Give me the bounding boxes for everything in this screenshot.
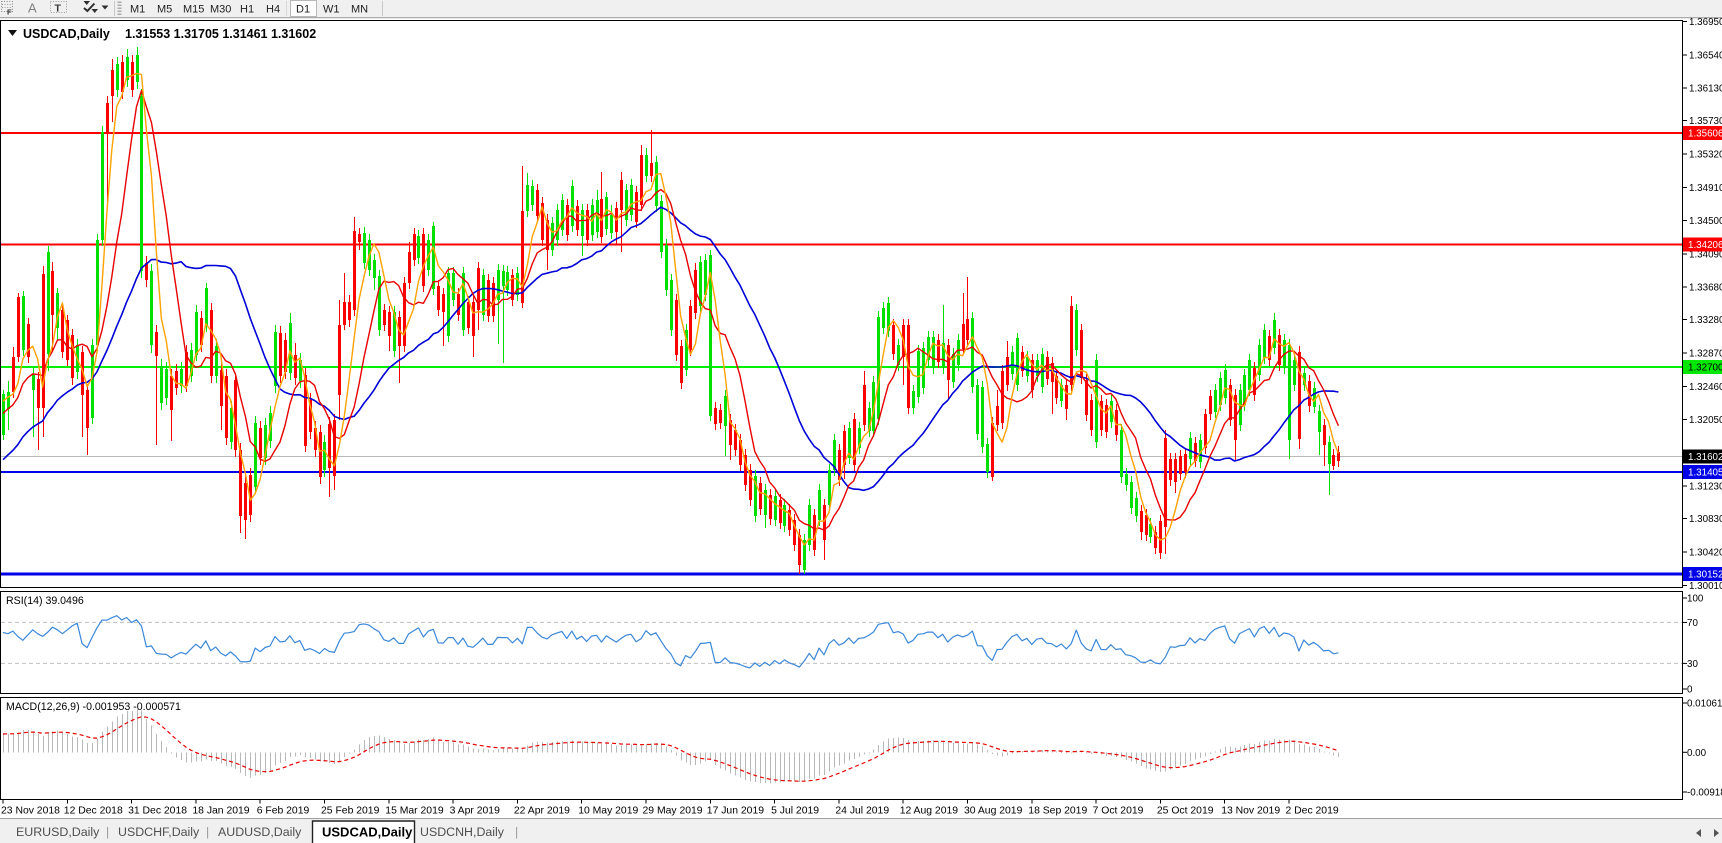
svg-text:1.32460: 1.32460 <box>1689 382 1722 393</box>
svg-text:F: F <box>7 8 12 17</box>
svg-text:18 Jan 2019: 18 Jan 2019 <box>192 806 249 817</box>
svg-text:30 Aug 2019: 30 Aug 2019 <box>964 806 1023 817</box>
svg-text:-0.00918: -0.00918 <box>1687 788 1722 799</box>
svg-text:1.30152: 1.30152 <box>1688 570 1722 581</box>
svg-text:M1: M1 <box>130 4 145 16</box>
svg-text:30: 30 <box>1687 659 1698 670</box>
svg-text:1.32700: 1.32700 <box>1688 363 1722 374</box>
svg-text:1.36540: 1.36540 <box>1689 50 1722 61</box>
svg-text:1.33680: 1.33680 <box>1689 283 1722 294</box>
svg-text:1.30830: 1.30830 <box>1689 514 1722 525</box>
svg-text:M30: M30 <box>210 4 231 16</box>
svg-text:T: T <box>55 3 62 15</box>
svg-text:29 May 2019: 29 May 2019 <box>643 806 703 817</box>
svg-text:M5: M5 <box>157 4 172 16</box>
svg-text:0: 0 <box>1687 685 1693 696</box>
svg-text:25 Oct 2019: 25 Oct 2019 <box>1157 806 1214 817</box>
svg-text:100: 100 <box>1687 594 1704 605</box>
svg-text:1.36130: 1.36130 <box>1689 84 1722 95</box>
svg-text:1.31553 1.31705 1.31461 1.3160: 1.31553 1.31705 1.31461 1.31602 <box>125 27 316 41</box>
svg-text:AUDUSD,Daily: AUDUSD,Daily <box>218 825 302 839</box>
svg-text:1.30420: 1.30420 <box>1689 548 1722 559</box>
svg-text:1.31230: 1.31230 <box>1689 482 1722 493</box>
svg-text:6 Feb 2019: 6 Feb 2019 <box>257 806 310 817</box>
svg-text:7 Oct 2019: 7 Oct 2019 <box>1093 806 1144 817</box>
svg-text:70: 70 <box>1687 618 1698 629</box>
svg-text:RSI(14) 39.0496: RSI(14) 39.0496 <box>6 595 84 607</box>
svg-text:0.010615: 0.010615 <box>1687 699 1722 710</box>
svg-text:1.34500: 1.34500 <box>1689 216 1722 227</box>
svg-text:1.35320: 1.35320 <box>1689 150 1722 161</box>
svg-text:22 Apr 2019: 22 Apr 2019 <box>514 806 570 817</box>
svg-text:0.00: 0.00 <box>1687 748 1707 759</box>
svg-text:1.34090: 1.34090 <box>1689 249 1722 260</box>
svg-text:1.30010: 1.30010 <box>1689 581 1722 592</box>
svg-text:10 May 2019: 10 May 2019 <box>578 806 638 817</box>
svg-text:1.35606: 1.35606 <box>1688 129 1722 140</box>
svg-text:1.34910: 1.34910 <box>1689 183 1722 194</box>
svg-text:|: | <box>106 825 109 839</box>
svg-text:1.36950: 1.36950 <box>1689 17 1722 28</box>
svg-text:17 Jun 2019: 17 Jun 2019 <box>707 806 764 817</box>
svg-text:USDCHF,Daily: USDCHF,Daily <box>118 825 200 839</box>
svg-text:MN: MN <box>351 4 368 16</box>
svg-text:31 Dec 2018: 31 Dec 2018 <box>128 806 187 817</box>
svg-text:USDCAD,Daily: USDCAD,Daily <box>23 27 110 41</box>
svg-text:H4: H4 <box>266 4 280 16</box>
svg-text:12 Dec 2018: 12 Dec 2018 <box>64 806 123 817</box>
svg-text:|: | <box>515 825 518 839</box>
svg-text:1.32870: 1.32870 <box>1689 349 1722 360</box>
svg-text:1.34206: 1.34206 <box>1688 240 1722 251</box>
svg-text:D1: D1 <box>296 4 310 16</box>
svg-text:|: | <box>206 825 209 839</box>
svg-text:25 Feb 2019: 25 Feb 2019 <box>321 806 380 817</box>
svg-text:EURUSD,Daily: EURUSD,Daily <box>16 825 100 839</box>
svg-text:H1: H1 <box>240 4 254 16</box>
svg-text:MACD(12,26,9) -0.001953 -0.000: MACD(12,26,9) -0.001953 -0.000571 <box>6 701 181 713</box>
svg-text:18 Sep 2019: 18 Sep 2019 <box>1028 806 1087 817</box>
svg-text:13 Nov 2019: 13 Nov 2019 <box>1221 806 1280 817</box>
svg-text:1.31602: 1.31602 <box>1688 452 1722 463</box>
svg-text:23 Nov 2018: 23 Nov 2018 <box>1 806 60 817</box>
svg-text:M15: M15 <box>183 4 204 16</box>
svg-text:W1: W1 <box>323 4 340 16</box>
svg-text:12 Aug 2019: 12 Aug 2019 <box>900 806 959 817</box>
svg-text:24 Jul 2019: 24 Jul 2019 <box>835 806 889 817</box>
svg-text:1.31405: 1.31405 <box>1688 468 1722 479</box>
svg-text:USDCAD,Daily: USDCAD,Daily <box>322 825 413 840</box>
svg-text:1.32050: 1.32050 <box>1689 415 1722 426</box>
svg-text:USDCNH,Daily: USDCNH,Daily <box>420 825 505 839</box>
svg-text:5 Jul 2019: 5 Jul 2019 <box>771 806 819 817</box>
svg-text:15 Mar 2019: 15 Mar 2019 <box>385 806 444 817</box>
svg-text:1.33280: 1.33280 <box>1689 315 1722 326</box>
svg-text:3 Apr 2019: 3 Apr 2019 <box>450 806 500 817</box>
svg-text:1.35730: 1.35730 <box>1689 116 1722 127</box>
svg-text:2 Dec 2019: 2 Dec 2019 <box>1286 806 1339 817</box>
svg-text:A: A <box>28 1 37 16</box>
